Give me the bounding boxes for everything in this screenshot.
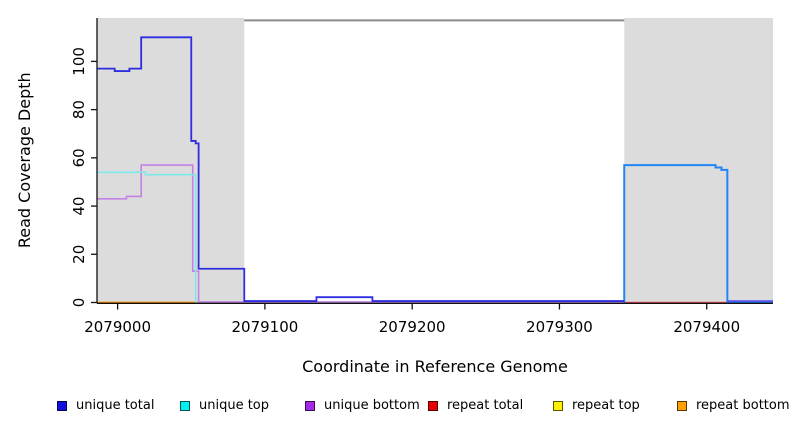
legend-item-unique-total: unique total [57, 398, 154, 414]
legend-swatch-unique-top [180, 401, 190, 411]
legend-label-repeat-bottom: repeat bottom [696, 398, 790, 413]
unique-bottom-line [97, 164, 625, 303]
coverage-plot-canvas: 2079000 2079100 2079200 2079300 2079400 0 20 40… [15, 18, 773, 376]
legend-item-unique-top: unique top [180, 398, 269, 414]
legend-label-unique-bottom: unique bottom [324, 398, 420, 413]
y-axis-title: Read Coverage Depth [15, 72, 34, 248]
legend-label-unique-total: unique total [76, 398, 155, 413]
y-tick-label: 100 [70, 47, 88, 76]
y-tick-label: 0 [70, 298, 88, 308]
y-tick-label: 20 [70, 245, 88, 264]
x-tick-label: 2079200 [379, 318, 446, 336]
x-tick-label: 2079400 [673, 318, 740, 336]
x-tick-label: 2079100 [231, 318, 298, 336]
y-tick-label: 40 [70, 197, 88, 216]
legend-item-repeat-top: repeat top [553, 398, 640, 414]
y-tick-label: 60 [70, 148, 88, 167]
legend-swatch-repeat-top [553, 401, 563, 411]
unique-top-line [97, 171, 197, 303]
x-axis-title: Coordinate in Reference Genome [302, 357, 568, 376]
legend-swatch-repeat-bottom [677, 401, 687, 411]
x-tick-label: 2079000 [84, 318, 151, 336]
legend-item-repeat-total: repeat total [428, 398, 523, 414]
y-tick-label: 80 [70, 100, 88, 119]
legend-item-unique-bottom: unique bottom [305, 398, 420, 414]
axes [91, 18, 773, 310]
legend-label-repeat-top: repeat top [572, 398, 640, 413]
legend-swatch-unique-total [57, 401, 67, 411]
shaded-repeat-regions [97, 18, 773, 303]
legend-label-repeat-total: repeat total [447, 398, 524, 413]
legend-label-unique-top: unique top [199, 398, 270, 413]
legend-swatch-unique-bottom [305, 401, 315, 411]
tick-labels: 2079000 2079100 2079200 2079300 2079400 0 20 40… [70, 47, 740, 336]
coverage-lines [97, 36, 773, 304]
unique-total-left [97, 36, 625, 302]
x-tick-label: 2079300 [526, 318, 593, 336]
legend-swatch-repeat-total [428, 401, 438, 411]
legend-item-repeat-bottom: repeat bottom [677, 398, 790, 414]
unique-total-right [623, 164, 773, 304]
